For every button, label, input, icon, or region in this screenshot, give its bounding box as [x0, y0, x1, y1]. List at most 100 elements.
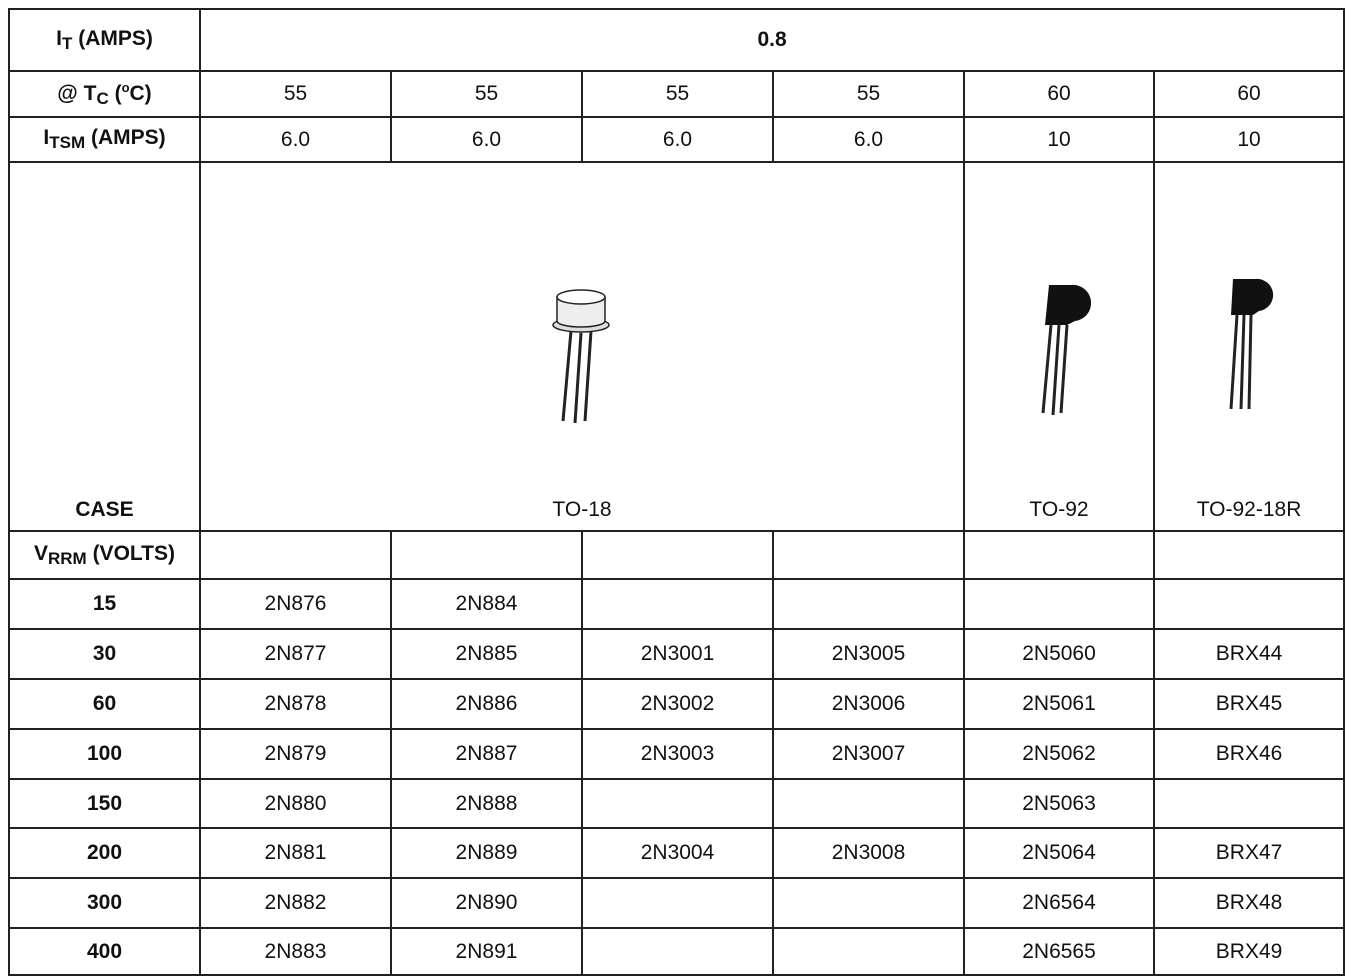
case-label: CASE	[8, 161, 201, 532]
open: (	[114, 81, 122, 105]
part-number: 2N883	[199, 927, 392, 976]
itsm-value: 6.0	[199, 116, 392, 163]
part-number: 2N3004	[581, 827, 774, 879]
device-table: IT (AMPS) 0.8 @ TC (oC) 55 55 55 55 60 60 ITS…	[8, 8, 1346, 976]
part-number: 2N5062	[963, 728, 1155, 780]
voltage: 300	[8, 877, 201, 929]
part-number: 2N6564	[963, 877, 1155, 929]
voltage: 100	[8, 728, 201, 780]
part-row: 200 2N881 2N889 2N3004 2N3008 2N5064 BRX47	[8, 827, 1346, 879]
part-number: 2N5063	[963, 778, 1155, 829]
part-number: 2N5060	[963, 628, 1155, 680]
part-number: 2N884	[390, 578, 583, 630]
part-number: 2N888	[390, 778, 583, 829]
voltage: 200	[8, 827, 201, 879]
part-number: 2N882	[199, 877, 392, 929]
case-name: TO-18	[552, 498, 612, 521]
it-row: IT (AMPS) 0.8	[8, 8, 1346, 72]
tc-value: 55	[199, 70, 392, 118]
itsm-value: 10	[1152, 116, 1346, 163]
part-number: BRX44	[1152, 628, 1346, 680]
units: (VOLTS)	[92, 541, 175, 565]
superscript: o	[121, 79, 130, 95]
part-number: 2N3002	[581, 678, 774, 730]
symbol: @ T	[57, 81, 97, 105]
part-number	[581, 578, 774, 630]
voltage: 15	[8, 578, 201, 630]
subscript: C	[96, 88, 109, 108]
part-number	[1152, 578, 1346, 630]
part-number: 2N3007	[772, 728, 965, 780]
part-number: 2N881	[199, 827, 392, 879]
part-number: 2N876	[199, 578, 392, 630]
itsm-value: 6.0	[581, 116, 774, 163]
tc-value: 60	[963, 70, 1155, 118]
part-number: 2N890	[390, 877, 583, 929]
close: C)	[129, 81, 152, 105]
part-number: 2N3008	[772, 827, 965, 879]
symbol: I	[43, 126, 50, 149]
voltage: 30	[8, 628, 201, 680]
part-number	[772, 877, 965, 929]
part-number	[772, 927, 965, 976]
subscript: TSM	[49, 133, 86, 152]
tc-label: @ TC (oC)	[8, 70, 201, 118]
part-number: 2N887	[390, 728, 583, 780]
tc-value: 60	[1152, 70, 1346, 118]
part-number: 2N5064	[963, 827, 1155, 879]
cell	[1152, 530, 1346, 580]
part-row: 150 2N880 2N888 2N5063	[8, 778, 1346, 829]
tc-value: 55	[581, 70, 774, 118]
part-number: BRX49	[1152, 927, 1346, 976]
to92-drawing	[1041, 284, 1092, 416]
itsm-row: ITSM (AMPS) 6.0 6.0 6.0 6.0 10 10	[8, 116, 1346, 163]
part-number: BRX46	[1152, 728, 1346, 780]
units: (AMPS)	[90, 126, 166, 149]
part-row: 400 2N883 2N891 2N6565 BRX49	[8, 927, 1346, 976]
itsm-value: 6.0	[390, 116, 583, 163]
part-number: 2N878	[199, 678, 392, 730]
part-number	[581, 877, 774, 929]
subscript: RRM	[48, 548, 87, 568]
part-number: 2N5061	[963, 678, 1155, 730]
part-number: 2N880	[199, 778, 392, 829]
part-number	[963, 578, 1155, 630]
subscript: T	[61, 33, 73, 53]
part-row: 30 2N877 2N885 2N3001 2N3005 2N5060 BRX44	[8, 628, 1346, 680]
case-name: TO-92-18R	[1196, 498, 1302, 521]
case-cell: TO-18	[199, 161, 965, 532]
part-number: 2N3005	[772, 628, 965, 680]
itsm-value: 10	[963, 116, 1155, 163]
cell	[199, 530, 392, 580]
it-label: IT (AMPS)	[8, 8, 201, 72]
cell	[390, 530, 583, 580]
it-value: 0.8	[198, 8, 1346, 72]
part-row: 60 2N878 2N886 2N3002 2N3006 2N5061 BRX45	[8, 678, 1346, 730]
voltage: 150	[8, 778, 201, 829]
part-number: 2N885	[390, 628, 583, 680]
tc-row: @ TC (oC) 55 55 55 55 60 60	[8, 70, 1346, 118]
case-cell: TO-92	[963, 161, 1155, 532]
part-number: 2N3006	[772, 678, 965, 730]
to92-18r-drawing	[1229, 278, 1274, 410]
vrrm-label: VRRM (VOLTS)	[8, 530, 201, 580]
part-row: 15 2N876 2N884	[8, 578, 1346, 630]
part-number	[581, 778, 774, 829]
case-name: TO-92	[1029, 498, 1089, 521]
part-number: BRX47	[1152, 827, 1346, 879]
part-number: 2N877	[199, 628, 392, 680]
part-number: 2N886	[390, 678, 583, 730]
part-number: 2N3003	[581, 728, 774, 780]
cell	[581, 530, 774, 580]
part-number: 2N6565	[963, 927, 1155, 976]
voltage: 60	[8, 678, 201, 730]
part-row: 100 2N879 2N887 2N3003 2N3007 2N5062 BRX46	[8, 728, 1346, 780]
part-number: BRX48	[1152, 877, 1346, 929]
part-number	[581, 927, 774, 976]
case-row: CASE TO-18 TO-92 TO-92-18R	[8, 161, 1346, 532]
symbol: V	[33, 541, 48, 565]
part-number	[772, 578, 965, 630]
symbol: I	[56, 26, 62, 50]
voltage: 400	[8, 927, 201, 976]
